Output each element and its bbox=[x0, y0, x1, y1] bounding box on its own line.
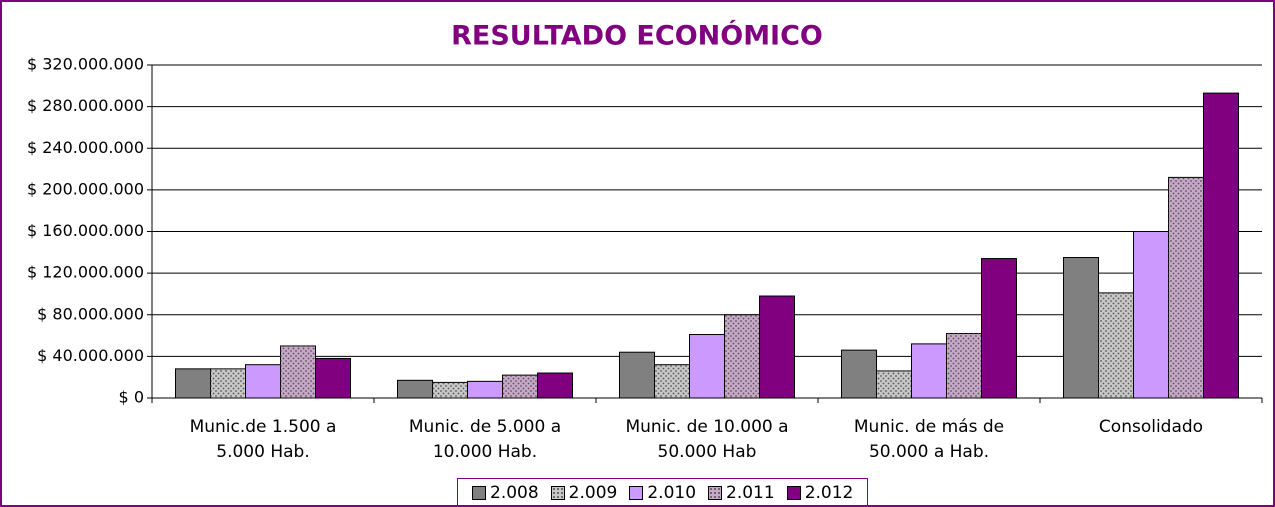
legend-label: 2.009 bbox=[568, 483, 618, 503]
legend-swatch bbox=[472, 486, 486, 500]
bar-pattern bbox=[876, 370, 912, 398]
bar bbox=[1063, 257, 1099, 399]
bar-pattern bbox=[210, 368, 246, 398]
bar bbox=[759, 295, 795, 399]
bar-pattern bbox=[946, 333, 982, 398]
y-tick-label: $ 240.000.000 bbox=[27, 138, 144, 157]
bar-pattern bbox=[1168, 177, 1204, 398]
y-tick-label: $ 80.000.000 bbox=[37, 304, 144, 323]
bar-pattern bbox=[724, 314, 760, 398]
y-tick-label: $ 160.000.000 bbox=[27, 221, 144, 240]
bar-pattern bbox=[432, 382, 468, 398]
x-tick-label: Munic. de más de 50.000 a Hab. bbox=[853, 417, 1005, 462]
bar bbox=[619, 351, 655, 399]
y-tick-label: $ 320.000.000 bbox=[27, 55, 144, 74]
bar bbox=[175, 368, 211, 399]
bar-pattern bbox=[280, 345, 316, 398]
bar-pattern bbox=[1098, 292, 1134, 398]
legend-item: 2.012 bbox=[786, 483, 854, 503]
legend-swatch bbox=[629, 486, 644, 500]
x-tick-label: Consolidado bbox=[1098, 417, 1204, 437]
bar bbox=[245, 364, 281, 399]
legend-item: 2.008 bbox=[472, 483, 539, 503]
legend: 2.008 2.009 2.010 2.011 2.012 bbox=[457, 478, 869, 505]
x-tick-label: Munic.de 1.500 a 5.000 Hab. bbox=[189, 417, 337, 462]
bar bbox=[841, 349, 877, 399]
bar bbox=[1133, 231, 1169, 399]
chart-title: RESULTADO ECONÓMICO bbox=[451, 20, 823, 52]
bar bbox=[315, 357, 351, 399]
y-tick-label: $ 0 bbox=[119, 388, 144, 407]
legend-label: 2.010 bbox=[647, 483, 697, 503]
legend-swatch bbox=[708, 486, 723, 500]
bar bbox=[397, 379, 433, 399]
bar-pattern bbox=[502, 375, 538, 398]
bar bbox=[981, 258, 1017, 399]
x-tick-label: Munic. de 10.000 a 50.000 Hab bbox=[625, 417, 789, 462]
bar bbox=[467, 380, 503, 399]
legend-label: 2.011 bbox=[726, 483, 775, 503]
y-tick-label: $ 120.000.000 bbox=[27, 263, 144, 282]
legend-swatch bbox=[786, 486, 801, 500]
legend-label: 2.012 bbox=[804, 483, 854, 503]
bar bbox=[537, 372, 573, 399]
y-tick-label: $ 200.000.000 bbox=[27, 179, 144, 198]
bar bbox=[1203, 92, 1239, 399]
y-tick-label: $ 280.000.000 bbox=[27, 96, 144, 115]
legend-swatch bbox=[550, 486, 565, 500]
bar bbox=[689, 334, 725, 399]
x-tick-label: Munic. de 5.000 a 10.000 Hab. bbox=[408, 417, 562, 462]
legend-item: 2.011 bbox=[708, 483, 775, 503]
bar bbox=[911, 343, 947, 399]
bar-pattern bbox=[654, 364, 690, 398]
legend-item: 2.010 bbox=[629, 483, 696, 503]
legend-item: 2.009 bbox=[550, 483, 618, 503]
y-tick-label: $ 40.000.000 bbox=[37, 346, 144, 365]
legend-label: 2.008 bbox=[490, 483, 539, 503]
